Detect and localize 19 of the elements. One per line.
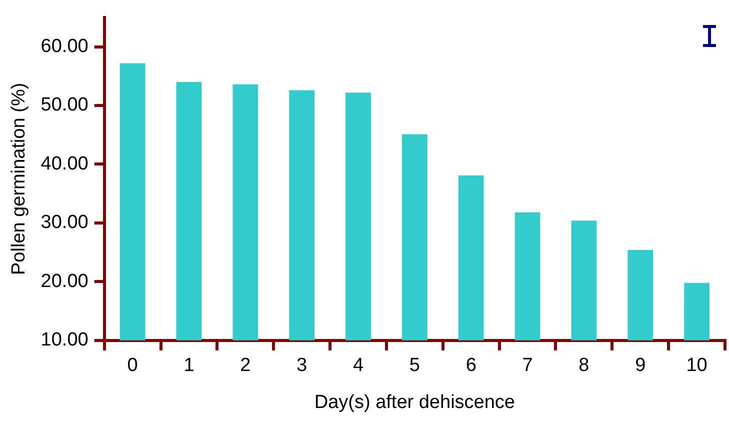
x-tick-label: 6 <box>466 355 476 376</box>
x-tick-label: 1 <box>184 355 194 376</box>
x-tick-label: 10 <box>686 355 708 376</box>
x-tick-label: 9 <box>635 355 646 376</box>
y-tick-label: 60.00 <box>40 36 88 57</box>
x-tick-label: 7 <box>522 355 533 376</box>
x-tick-label: 2 <box>240 355 251 376</box>
y-tick-label: 10.00 <box>40 330 88 351</box>
x-tick-label: 4 <box>352 355 364 376</box>
y-tick-label: 20.00 <box>40 270 88 292</box>
y-tick-label: 50.00 <box>40 94 88 116</box>
x-tick-label: 3 <box>296 355 308 376</box>
x-tick-label: 8 <box>578 355 590 376</box>
x-tick-label: 5 <box>409 355 420 376</box>
y-tick-label: 30.00 <box>40 212 88 234</box>
x-tick-label: 0 <box>127 355 138 376</box>
x-axis-title: Day(s) after dehiscence <box>314 392 515 413</box>
y-axis-title: Pollen germination (%) <box>8 82 30 275</box>
y-tick-label: 40.00 <box>40 153 88 174</box>
